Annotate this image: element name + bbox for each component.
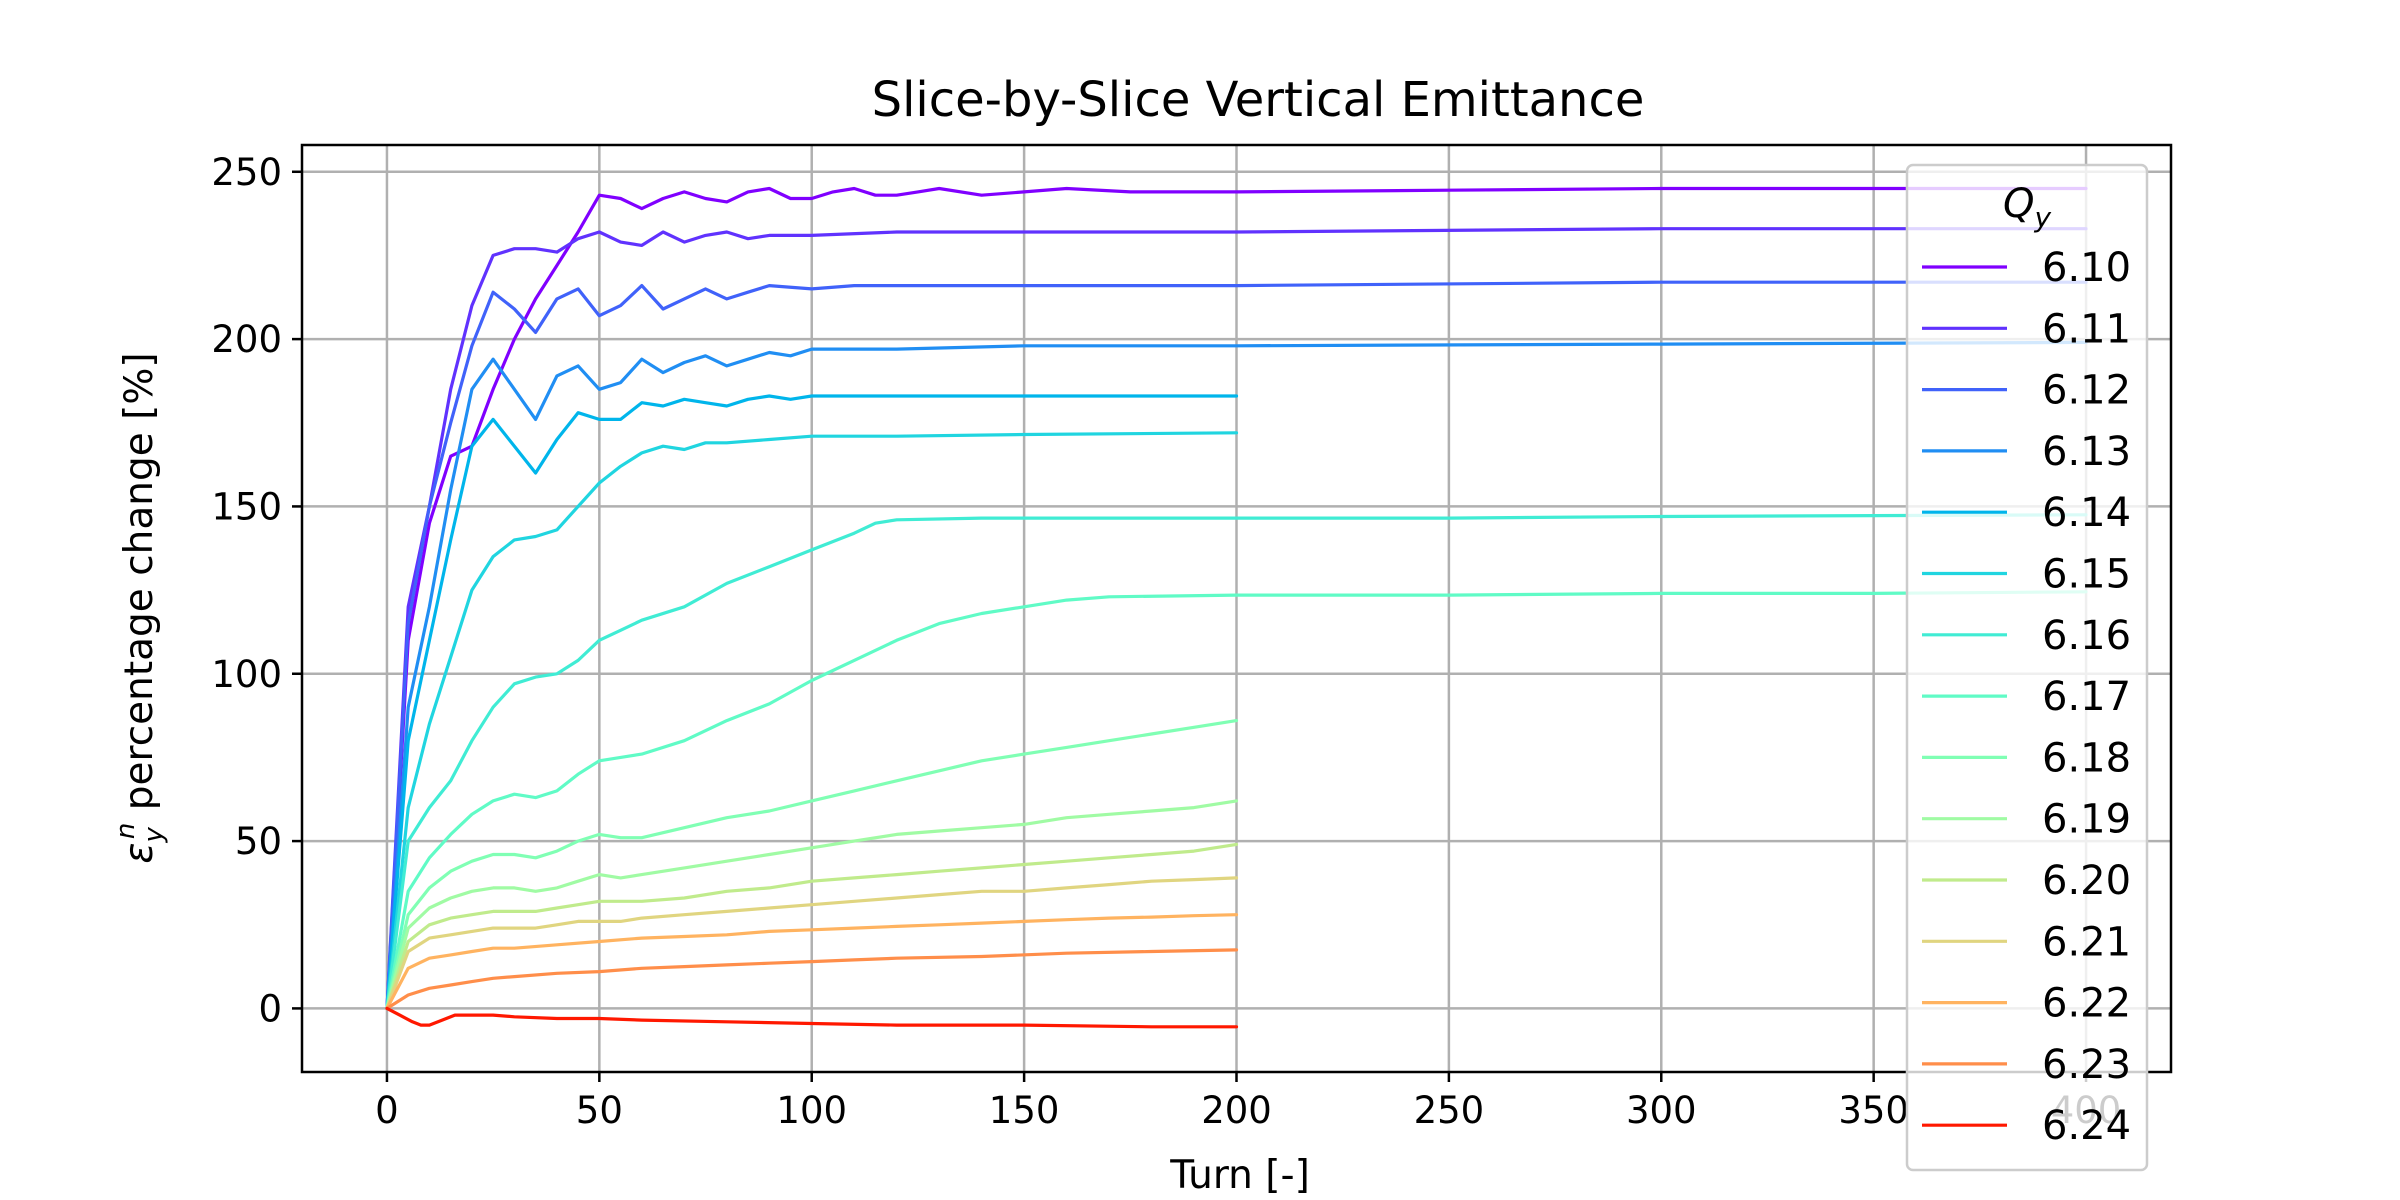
x-tick-label: 350 bbox=[1838, 1089, 1909, 1132]
y-tick-label: 250 bbox=[211, 151, 282, 194]
series-line-6.13 bbox=[385, 340, 2088, 1011]
legend-label-6.24: 6.24 bbox=[2042, 1103, 2131, 1149]
series-line-6.20 bbox=[385, 842, 1239, 1011]
legend-label-6.15: 6.15 bbox=[2042, 552, 2131, 598]
legend-label-6.20: 6.20 bbox=[2042, 858, 2131, 904]
plot-frame bbox=[300, 143, 2173, 1074]
legend-label-6.14: 6.14 bbox=[2042, 490, 2131, 536]
series-lines bbox=[385, 186, 2088, 1029]
series-line-6.21 bbox=[385, 876, 1239, 1011]
y-tick-label: 150 bbox=[211, 485, 282, 528]
series-line-6.24 bbox=[385, 1006, 1239, 1029]
plot-area bbox=[385, 186, 2088, 1029]
series-line-6.10 bbox=[385, 186, 2088, 1011]
legend-label-6.17: 6.17 bbox=[2042, 674, 2131, 720]
legend-box bbox=[1905, 163, 2149, 1172]
series-line-6.12 bbox=[385, 280, 2088, 1011]
x-tick-label: 50 bbox=[576, 1089, 623, 1132]
legend: Qy 6.10 6.11 6.12 6.13 6.14 6.15 6.16 6.17 6.18 6.… bbox=[1905, 163, 2149, 1172]
series-line-6.15 bbox=[385, 431, 1239, 1011]
legend-title: Qy bbox=[2003, 181, 2051, 234]
x-tick-label: 300 bbox=[1626, 1089, 1697, 1132]
legend-label-6.19: 6.19 bbox=[2042, 797, 2131, 843]
x-axis-label: Turn [-] bbox=[1169, 1153, 1310, 1198]
y-axis-label-text: εyn percentage change [%] bbox=[111, 352, 169, 863]
y-tick-label: 50 bbox=[235, 820, 282, 863]
series-line-6.17 bbox=[385, 590, 2088, 1011]
series-line-6.23 bbox=[385, 948, 1239, 1011]
legend-label-6.12: 6.12 bbox=[2042, 368, 2131, 414]
series-line-6.11 bbox=[385, 227, 2088, 1011]
series-line-6.19 bbox=[385, 799, 1239, 1011]
x-tick-label: 150 bbox=[989, 1089, 1060, 1132]
chart-title: Slice-by-Slice Vertical Emittance bbox=[872, 72, 1645, 128]
x-tick-label: 100 bbox=[776, 1089, 847, 1132]
x-tick-label: 0 bbox=[375, 1089, 399, 1132]
ticks: 050100150200250300350400050100150200250 bbox=[211, 151, 2121, 1132]
y-axis-label: εyn percentage change [%] bbox=[111, 352, 169, 863]
y-axis-label-sup: n bbox=[111, 823, 141, 839]
y-tick-label: 200 bbox=[211, 318, 282, 361]
series-line-6.14 bbox=[385, 394, 1239, 1011]
legend-label-6.13: 6.13 bbox=[2042, 429, 2131, 475]
series-line-6.16 bbox=[385, 513, 2088, 1011]
legend-label-6.23: 6.23 bbox=[2042, 1042, 2131, 1088]
series-line-6.18 bbox=[385, 718, 1239, 1011]
x-tick-label: 250 bbox=[1414, 1089, 1485, 1132]
y-tick-label: 100 bbox=[211, 653, 282, 696]
y-tick-label: 0 bbox=[258, 987, 282, 1030]
legend-label-6.21: 6.21 bbox=[2042, 919, 2131, 965]
series-line-6.22 bbox=[385, 913, 1239, 1011]
legend-label-6.16: 6.16 bbox=[2042, 613, 2131, 659]
y-axis-label-sub: y bbox=[139, 827, 169, 844]
legend-label-6.18: 6.18 bbox=[2042, 735, 2131, 781]
legend-label-6.22: 6.22 bbox=[2042, 981, 2131, 1027]
legend-label-6.11: 6.11 bbox=[2042, 306, 2131, 352]
x-tick-label: 200 bbox=[1201, 1089, 1272, 1132]
legend-label-6.10: 6.10 bbox=[2042, 245, 2131, 291]
